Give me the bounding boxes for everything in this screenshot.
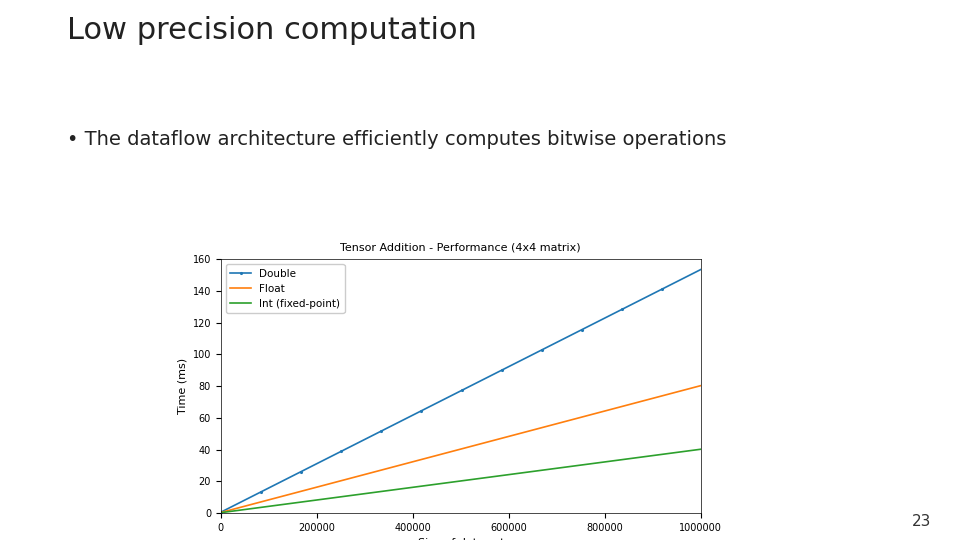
Line: Double: Double [219,268,703,514]
Int (fixed-point) [695,446,707,453]
Text: 23: 23 [912,514,931,529]
Float [501,434,513,440]
X-axis label: Size of data set: Size of data set [418,538,504,540]
Double [619,305,631,311]
Float [619,402,631,409]
Float [499,434,511,441]
Int (fixed-point) [619,456,631,462]
Int (fixed-point) [650,452,661,458]
Int (fixed-point) [501,471,513,478]
Double [695,266,707,273]
Float [650,394,661,401]
Int (fixed-point) [217,509,228,516]
Title: Tensor Addition - Performance (4x4 matrix): Tensor Addition - Performance (4x4 matri… [341,243,581,253]
Double [499,365,511,372]
Double [215,509,227,516]
Float [695,382,707,389]
Text: Low precision computation: Low precision computation [67,16,477,45]
Double [501,364,513,371]
Y-axis label: Time (ms): Time (ms) [177,358,187,414]
Float [509,431,520,438]
Text: • The dataflow architecture efficiently computes bitwise operations: • The dataflow architecture efficiently … [67,130,727,148]
Float [217,509,228,515]
Double [650,289,661,295]
Legend: Double, Float, Int (fixed-point): Double, Float, Int (fixed-point) [226,265,345,313]
Line: Float: Float [221,386,701,512]
Double [217,508,228,515]
Int (fixed-point) [215,509,227,516]
Float [215,509,227,516]
Double [509,360,520,367]
Int (fixed-point) [509,470,520,477]
Int (fixed-point) [499,472,511,478]
Line: Int (fixed-point): Int (fixed-point) [221,449,701,512]
